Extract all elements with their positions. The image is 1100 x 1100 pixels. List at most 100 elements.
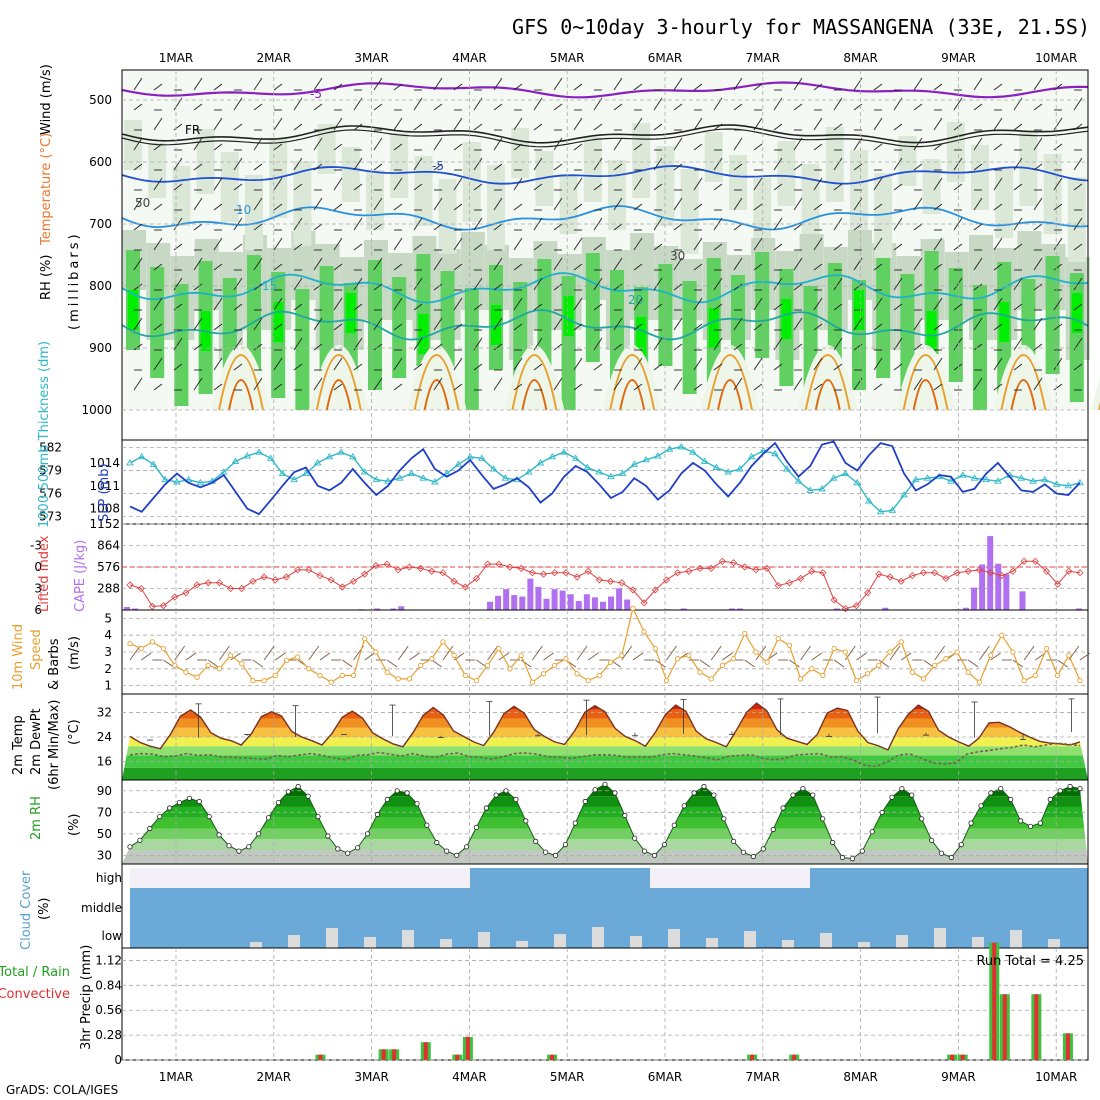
rh-point (582, 798, 588, 805)
cloud-low-gap (478, 932, 490, 948)
wind-barb (933, 83, 943, 91)
thickness-point (524, 468, 533, 475)
wind-barb (633, 117, 643, 131)
wind-barb (433, 223, 443, 231)
rh-field-patch (366, 170, 384, 230)
rh-point (800, 785, 806, 792)
wind-label-3: & Barbs (47, 638, 62, 690)
wind-barb (413, 183, 423, 191)
cape-bar (962, 607, 969, 610)
thickness-point (149, 460, 158, 467)
temp-contour-30 (912, 379, 939, 411)
wind-barb (473, 217, 483, 231)
rh-field-patch (1067, 177, 1086, 262)
li-point (349, 577, 358, 585)
wind-speed-point (406, 676, 413, 682)
thickness-point (771, 449, 779, 457)
wind-speed-point (853, 677, 860, 684)
wind-barb (293, 243, 303, 251)
wind-barb (693, 297, 703, 311)
li-point (271, 576, 279, 584)
rh-field-patch (708, 308, 719, 348)
rh-field-patch (390, 133, 409, 198)
cape-bar (1075, 608, 1082, 610)
wind-barb (413, 277, 423, 291)
wind-speed-point (652, 645, 658, 652)
li-point (629, 586, 637, 594)
rh-point (562, 841, 569, 848)
thickness-point (1076, 478, 1084, 486)
date-label-bottom: 2MAR (257, 1070, 292, 1084)
li-point (953, 569, 961, 577)
pressure-tick: 500 (89, 93, 112, 107)
wind-barb (413, 363, 423, 371)
thickness-point (1017, 474, 1026, 481)
rh-point (147, 825, 153, 832)
li-point (729, 559, 738, 567)
wind-barb (453, 323, 463, 331)
wind-speed-point (730, 656, 737, 662)
li-point (372, 562, 380, 570)
wind-barb (873, 83, 883, 91)
li-point (975, 566, 983, 574)
li-point (495, 560, 503, 568)
wind-barb (433, 317, 443, 331)
wind-barb (473, 123, 483, 131)
thickness-point (653, 452, 662, 459)
wind-barb (153, 83, 163, 91)
wind-speed-point (663, 677, 670, 684)
li-point (584, 567, 592, 575)
wind-barb (213, 237, 223, 251)
wind-barb (753, 143, 763, 151)
wind-barb (553, 223, 563, 231)
freezing-level-line (121, 124, 1089, 144)
wind-barb-10m (163, 659, 174, 668)
wind-barb (533, 243, 543, 251)
wind-barb (873, 357, 883, 371)
rh-point (889, 794, 895, 800)
rh-point (533, 838, 539, 845)
rh-band (122, 839, 1088, 850)
rh-point (374, 811, 380, 818)
rh-field-patch (922, 159, 941, 214)
date-label-top: 9MAR (941, 51, 976, 65)
rh-field-patch (128, 290, 138, 330)
wind-speed-point (742, 630, 748, 637)
cape-bar (535, 586, 542, 610)
wind-barb (573, 297, 583, 311)
wind-speed-point (373, 649, 379, 655)
rh-point (315, 813, 321, 820)
temp-contour-25 (315, 354, 362, 411)
li-point (215, 579, 223, 587)
wind-barb (653, 277, 663, 291)
rh-point (444, 848, 450, 854)
wind-barb (513, 383, 523, 391)
wind-barb (573, 237, 583, 251)
li-point (439, 569, 447, 577)
wind-barb (513, 83, 523, 91)
wind-barb (533, 123, 543, 131)
rh-point (236, 848, 242, 854)
wind-speed-point (596, 672, 603, 679)
wind-barb (893, 363, 903, 371)
date-axes: 1MAR 1MAR 2MAR 2MAR 3MAR 3MAR 4MAR 4MAR 5MAR 5MAR… (159, 51, 1078, 1084)
wind-barb (813, 83, 823, 91)
temp-band (122, 703, 1088, 710)
thickness-point (665, 445, 674, 452)
wind-barb-10m (230, 652, 241, 661)
precip-conv-bar (318, 1054, 323, 1060)
rh-point (671, 822, 677, 828)
rh-point (1037, 820, 1044, 826)
wind-barb (933, 203, 943, 211)
wind-barb (1053, 177, 1063, 191)
wind-barb (733, 283, 743, 291)
li-point (249, 577, 257, 585)
rh-point (661, 841, 668, 848)
wind-barb (793, 197, 803, 211)
li-point (763, 564, 771, 572)
wind-barb (153, 357, 163, 371)
wind-barb-10m (878, 659, 890, 668)
wind-speed-point (641, 629, 647, 635)
wind-barb (313, 137, 323, 151)
wind-barb (973, 343, 983, 351)
